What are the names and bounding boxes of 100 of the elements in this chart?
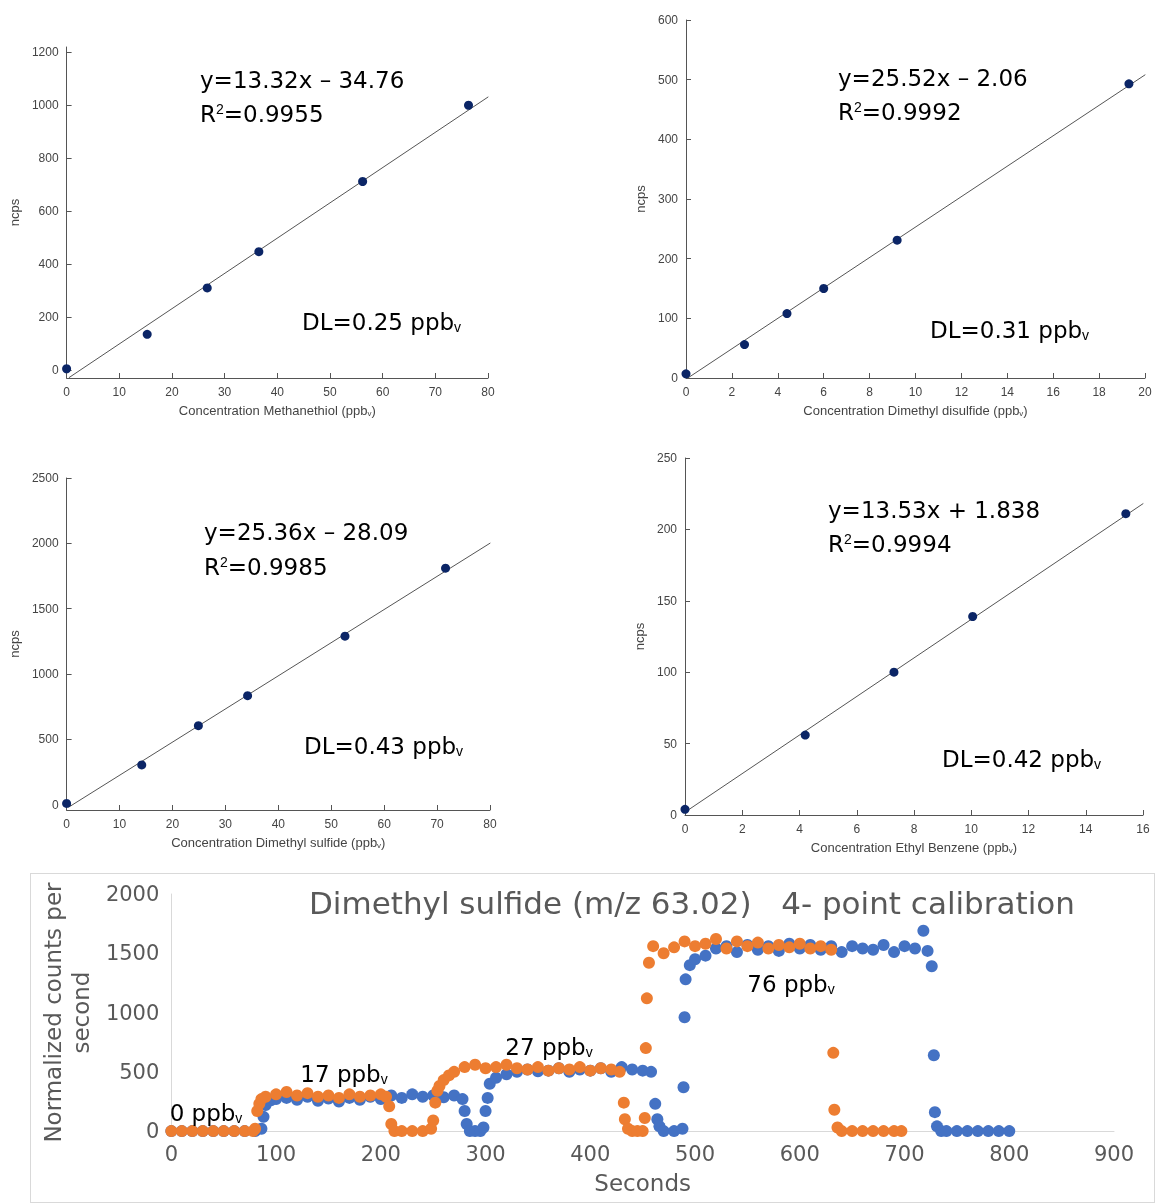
point xyxy=(441,563,451,573)
x-tick-label: 14 xyxy=(1079,822,1093,836)
annotation: DL=0.43 ppbv xyxy=(304,733,464,759)
point xyxy=(142,329,152,339)
point xyxy=(681,369,691,379)
point xyxy=(1124,79,1134,89)
y-tick-label: 50 xyxy=(663,736,678,751)
x-axis-title: Seconds xyxy=(594,1170,691,1196)
y-tick-label: 0 xyxy=(51,797,59,812)
x-tick-label: 0 xyxy=(681,822,689,836)
x-tick-label: 8 xyxy=(910,822,918,836)
x-tick-label: 50 xyxy=(324,817,339,831)
y-tick-label: 1000 xyxy=(31,98,59,113)
annotation: DL=0.31 ppbv xyxy=(930,317,1090,343)
y-axis-title: ncps xyxy=(632,622,648,651)
point xyxy=(202,283,212,293)
y-tick-label: 2000 xyxy=(31,536,59,551)
y-tick-label: 200 xyxy=(656,522,678,537)
y-tick-label: 800 xyxy=(38,151,59,166)
point xyxy=(680,804,690,814)
y-tick-label: 2500 xyxy=(31,471,59,485)
y-tick-label: 500 xyxy=(38,732,59,747)
annotation: y=13.53x + 1.838 xyxy=(828,497,1041,523)
y-tick-label: 1200 xyxy=(31,45,59,60)
x-tick-label: 60 xyxy=(377,817,392,831)
x-tick-label: 10 xyxy=(908,385,923,399)
y-tick-label: 250 xyxy=(656,451,678,465)
x-tick-label: 0 xyxy=(164,1141,179,1166)
x-tick-label: 20 xyxy=(165,817,180,831)
x-tick-label: 8 xyxy=(866,385,874,399)
x-tick-label: 900 xyxy=(1093,1141,1135,1166)
x-tick-label: 600 xyxy=(779,1141,820,1166)
x-tick-label: 12 xyxy=(1021,822,1036,836)
x-tick-label: 4 xyxy=(796,822,804,836)
x-tick-label: 70 xyxy=(428,385,443,399)
x-tick-label: 50 xyxy=(323,385,337,399)
annotation: y=25.52x – 2.06 xyxy=(838,65,1028,91)
point xyxy=(243,691,253,701)
x-axis-title: Concentration Ethyl Benzene (ppbv) xyxy=(810,839,1018,855)
point xyxy=(340,631,350,641)
y-tick-label: 1500 xyxy=(31,601,59,616)
y-axis-title: ncps xyxy=(7,629,22,658)
y-tick-label: 600 xyxy=(38,204,59,219)
x-axis-title: Concentration Dimethyl sulfide (ppbv) xyxy=(171,834,386,850)
x-tick-label: 100 xyxy=(256,1141,297,1166)
y-tick-label: 0 xyxy=(670,808,678,822)
x-tick-label: 10 xyxy=(112,817,127,831)
point xyxy=(464,100,474,110)
point xyxy=(193,721,203,731)
x-tick-label: 40 xyxy=(271,817,286,831)
point xyxy=(800,730,810,740)
x-tick-label: 30 xyxy=(218,817,233,831)
point xyxy=(782,309,792,319)
x-tick-label: 20 xyxy=(1138,385,1152,399)
y-tick-label: 400 xyxy=(657,132,679,147)
y-tick-label: 1500 xyxy=(105,941,160,966)
y-tick-label: 0 xyxy=(145,1119,160,1144)
point xyxy=(968,612,978,622)
y-tick-label: 1000 xyxy=(31,667,59,682)
x-axis-title: Concentration Dimethyl disulfide (ppbv) xyxy=(803,402,1028,418)
annotation: 0 ppbv xyxy=(169,1100,243,1126)
annotation: DL=0.42 ppbv xyxy=(942,746,1102,772)
point xyxy=(137,760,147,770)
x-tick-label: 400 xyxy=(570,1141,611,1166)
point xyxy=(1121,509,1131,519)
point xyxy=(254,247,264,257)
x-tick-label: 2 xyxy=(728,385,736,399)
annotation: 27 ppbv xyxy=(505,1034,593,1060)
x-tick-label: 10 xyxy=(112,385,127,399)
annotation: 17 ppbv xyxy=(300,1061,388,1087)
y-tick-label: 300 xyxy=(657,192,679,206)
x-tick-label: 300 xyxy=(465,1141,506,1166)
y-tick-label: 400 xyxy=(38,257,59,272)
x-tick-label: 80 xyxy=(483,817,497,831)
annotation: y=25.36x – 28.09 xyxy=(204,519,409,545)
x-tick-label: 0 xyxy=(682,385,690,399)
y-tick-label: 200 xyxy=(38,310,59,325)
y-axis-title: Normalized counts per second xyxy=(40,881,94,1143)
x-tick-label: 2 xyxy=(738,822,746,836)
y-tick-label: 0 xyxy=(51,363,59,378)
x-axis-title: Concentration Methanethiol (ppbv) xyxy=(178,402,376,418)
annotation: 76 ppbv xyxy=(747,971,835,997)
x-tick-label: 16 xyxy=(1136,822,1150,836)
x-tick-label: 6 xyxy=(820,385,828,399)
x-tick-label: 18 xyxy=(1092,385,1107,399)
x-tick-label: 700 xyxy=(884,1141,925,1166)
y-tick-label: 500 xyxy=(657,72,679,87)
point xyxy=(819,284,829,293)
y-axis-title: ncps xyxy=(633,184,649,213)
x-tick-label: 0 xyxy=(63,385,71,399)
point xyxy=(62,364,72,374)
y-tick-label: 2000 xyxy=(105,882,160,906)
x-tick-label: 4 xyxy=(774,385,782,399)
x-tick-label: 70 xyxy=(430,817,445,831)
point xyxy=(740,340,750,350)
x-tick-label: 40 xyxy=(270,385,285,399)
x-tick-label: 20 xyxy=(165,385,179,399)
x-tick-label: 200 xyxy=(360,1141,401,1166)
x-tick-label: 60 xyxy=(375,385,390,399)
y-tick-label: 200 xyxy=(657,251,679,266)
